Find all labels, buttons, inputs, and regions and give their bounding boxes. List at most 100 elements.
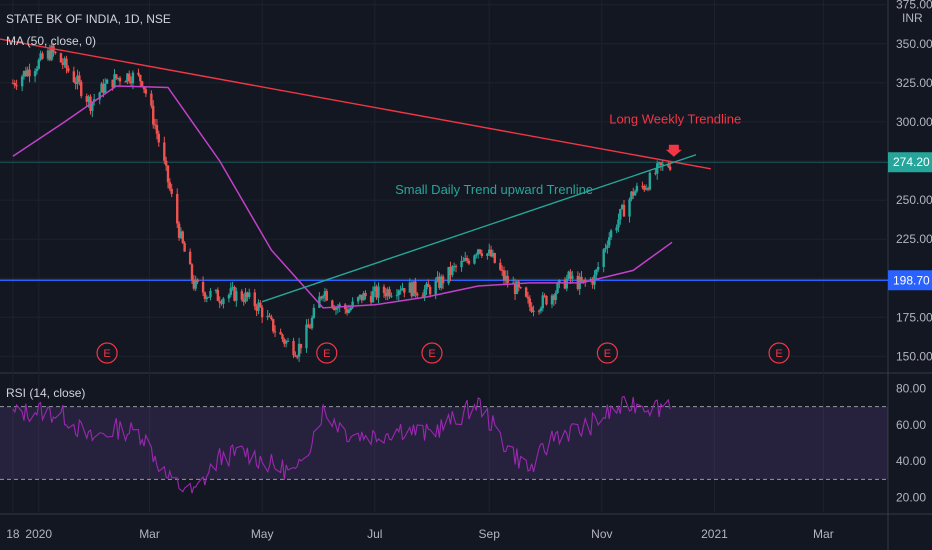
earnings-marker[interactable]	[596, 342, 618, 364]
candle-body	[567, 271, 570, 279]
candle-body	[349, 307, 352, 311]
candle-body	[91, 101, 94, 111]
candle-body	[126, 73, 129, 82]
candle-body	[338, 304, 341, 308]
candles	[11, 42, 672, 363]
candle-body	[351, 301, 354, 308]
candle-body	[222, 298, 225, 304]
earnings-marker-label: E	[428, 348, 435, 360]
candle-body	[137, 72, 140, 75]
candle-body	[539, 308, 543, 311]
candle-body	[563, 279, 567, 289]
rsi-tick-label: 80.00	[896, 382, 926, 396]
candle-body	[506, 275, 509, 283]
candle-body	[526, 296, 530, 299]
candle-body	[661, 164, 664, 166]
candle-body	[596, 266, 600, 270]
earnings-marker[interactable]	[768, 342, 790, 364]
candle-body	[480, 253, 484, 256]
candle-body	[318, 296, 321, 308]
candle-body	[102, 83, 105, 93]
candle-body	[170, 188, 173, 194]
candle-body	[504, 275, 508, 281]
y-tick-label: 325.00	[896, 76, 932, 90]
candle-body	[395, 295, 399, 297]
candle-body	[248, 292, 251, 297]
candle-body	[13, 82, 16, 86]
candle-body	[74, 82, 77, 84]
y-tick-label: 375.00	[896, 0, 932, 12]
candle-body	[85, 96, 88, 102]
candle-body	[231, 286, 234, 289]
rsi-tick-label: 40.00	[896, 454, 926, 468]
price-label-box	[888, 152, 932, 173]
candle-body	[100, 83, 103, 93]
candle-body	[528, 298, 532, 307]
candle-body	[150, 93, 153, 106]
candle-body	[242, 299, 245, 302]
x-tick-label: May	[251, 527, 274, 541]
candle-body	[307, 324, 310, 328]
candle-body	[336, 307, 340, 309]
candle-body	[416, 293, 419, 296]
symbol-title[interactable]: STATE BK OF INDIA, 1D, NSE	[6, 12, 171, 26]
candle-body	[384, 292, 388, 297]
candle-body	[530, 306, 533, 313]
rsi-line	[12, 395, 671, 494]
candle-body	[65, 58, 68, 69]
candle-body	[436, 276, 439, 282]
candle-body	[489, 249, 493, 257]
candle-body	[113, 74, 116, 88]
candle-body	[37, 59, 40, 69]
candle-body	[129, 81, 133, 84]
candle-body	[207, 296, 210, 298]
price-label: 274.20	[893, 155, 930, 169]
candle-body	[667, 164, 670, 167]
earnings-marker[interactable]	[96, 342, 118, 364]
candle-body	[659, 162, 663, 166]
ma-indicator-label[interactable]: MA (50, close, 0)	[6, 34, 97, 48]
candle-body	[332, 307, 336, 310]
price-label-box	[888, 270, 932, 291]
candle-body	[253, 292, 256, 307]
candle-body	[635, 185, 639, 192]
candle-body	[266, 315, 269, 318]
candle-body	[166, 165, 170, 183]
candle-body	[284, 340, 288, 344]
earnings-marker[interactable]	[316, 342, 338, 364]
candle-body	[131, 72, 135, 84]
candle-body	[216, 289, 220, 301]
candle-body	[602, 249, 605, 267]
candle-body	[537, 310, 541, 312]
axes: 150.00175.00200.00225.00250.00275.00300.…	[6, 0, 932, 541]
candle-body	[59, 53, 63, 63]
ma-line	[12, 85, 673, 309]
candle-body	[478, 249, 482, 254]
candle-body	[164, 160, 168, 166]
candle-body	[541, 295, 544, 309]
candle-body	[310, 317, 314, 329]
candle-body	[46, 50, 50, 59]
x-tick-label: 2021	[701, 527, 728, 541]
candle-body	[63, 58, 66, 66]
candle-body	[227, 294, 231, 299]
candle-body	[491, 253, 495, 257]
candle-body	[128, 73, 131, 82]
candle-body	[358, 294, 362, 297]
candle-body	[399, 290, 402, 292]
candle-body	[345, 309, 349, 313]
candle-body	[369, 296, 373, 303]
candle-body	[179, 231, 183, 238]
candle-body	[296, 356, 299, 358]
trendline	[0, 38, 711, 170]
earnings-marker[interactable]	[421, 342, 443, 364]
candle-body	[488, 249, 491, 254]
x-tick-label: Mar	[139, 527, 160, 541]
rsi-indicator-label[interactable]: RSI (14, close)	[6, 386, 86, 400]
candle-body	[382, 286, 386, 293]
candle-body	[532, 310, 535, 313]
candle-body	[235, 291, 238, 301]
candle-body	[39, 53, 42, 60]
